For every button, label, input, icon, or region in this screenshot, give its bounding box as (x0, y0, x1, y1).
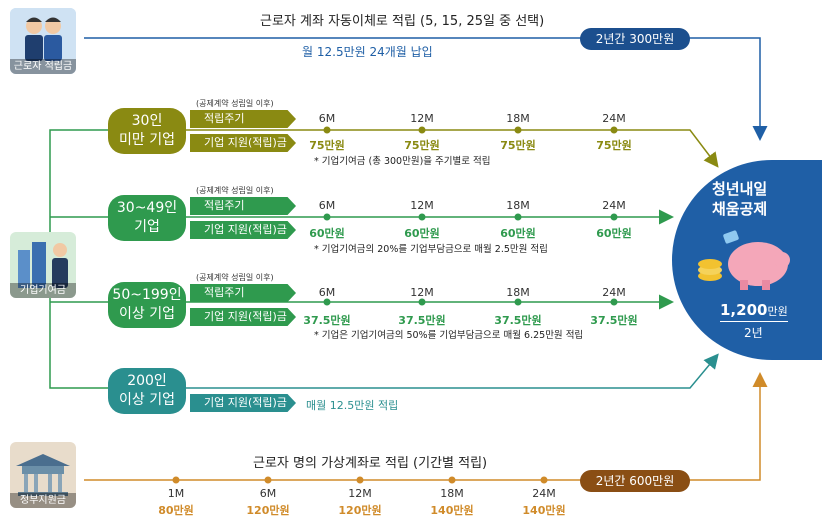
tier3-cycle-band: 적립주기 (190, 284, 296, 302)
tier1-amount: 75만원 (500, 139, 536, 152)
tier2-name: 30~49인 기업 (108, 195, 186, 241)
result-amount-unit: 만원 (767, 305, 788, 318)
tier1-note: * 기업기여금 (총 300만원)을 주기별로 적립 (314, 156, 491, 167)
enterprise-source-label: 기업기여금 (10, 283, 76, 298)
tier3-amount: 37.5만원 (398, 314, 446, 327)
tier2-month: 6M (318, 199, 336, 212)
tier1-support-band: 기업 지원(적립)금 (190, 134, 296, 152)
gov-amount: 140만원 (430, 504, 474, 517)
gov-month: 1M (167, 487, 185, 500)
gov-total-badge: 2년간 600만원 (580, 470, 690, 492)
tier1-cycle-band: 적립주기 (190, 110, 296, 128)
tier2-month: 24M (602, 199, 626, 212)
tier3-month: 6M (318, 286, 336, 299)
tier2-amount: 60만원 (500, 227, 536, 240)
worker-source-label: 근로자 적립금 (10, 59, 76, 74)
result-amount-number: 1,200 (720, 301, 768, 319)
tier2-amount: 60만원 (404, 227, 440, 240)
tier2-amount: 60만원 (309, 227, 345, 240)
tier2-cycle-band: 적립주기 (190, 197, 296, 215)
worker-flow-subtitle: 월 12.5만원 24개월 납입 (302, 45, 433, 59)
tier2-support-band: 기업 지원(적립)금 (190, 221, 296, 239)
tier4-flow-line (180, 353, 719, 389)
result-divider (720, 321, 788, 322)
tier3-amount: 37.5만원 (303, 314, 351, 327)
tier3-note: * 기업은 기업기여금의 50%를 기업부담금으로 매월 6.25만원 적립 (314, 330, 584, 341)
workers-icon (10, 8, 76, 74)
result-title-line1: 청년내일 (712, 180, 768, 198)
government-building-icon (10, 442, 76, 508)
piggy-bank-icon (698, 230, 790, 290)
tier2-amount: 60만원 (596, 227, 632, 240)
gov-amount: 120만원 (338, 504, 382, 517)
tier2-name-text: 30~49인 기업 (116, 200, 178, 235)
tier3-amount: 37.5만원 (590, 314, 638, 327)
tier1-name-text: 30인 미만 기업 (119, 113, 175, 148)
tier2-note: * 기업기여금의 20%를 기업부담금으로 매월 2.5만원 적립 (314, 244, 548, 255)
enterprise-source-image: 기업기여금 (10, 232, 76, 298)
result-title-line2: 채움공제 (712, 200, 768, 218)
tier4-name: 200인 이상 기업 (108, 368, 186, 414)
gov-source-image: 정부지원금 (10, 442, 76, 508)
result-circle: 청년내일 채움공제 1,200만원 2년 (672, 160, 822, 360)
gov-month: 6M (259, 487, 277, 500)
tier3-support-band: 기업 지원(적립)금 (190, 308, 296, 326)
tier1-amount: 75만원 (404, 139, 440, 152)
worker-flow-title: 근로자 계좌 자동이체로 적립 (5, 15, 25일 중 선택) (260, 14, 545, 29)
worker-total-badge: 2년간 300만원 (580, 28, 690, 50)
worker-source-image: 근로자 적립금 (10, 8, 76, 74)
tier4-monthly-text: 매월 12.5만원 적립 (306, 399, 399, 412)
worker-flow-line (84, 37, 768, 141)
gov-month: 18M (440, 487, 464, 500)
tier3-amount: 37.5만원 (494, 314, 542, 327)
gov-month: 12M (348, 487, 372, 500)
tier4-support-band: 기업 지원(적립)금 (190, 394, 296, 412)
building-icon (10, 232, 76, 298)
tier1-month: 6M (318, 112, 336, 125)
gov-flow-line (84, 372, 768, 481)
gov-amount: 80만원 (158, 504, 194, 517)
tier3-month: 12M (410, 286, 434, 299)
gov-source-label: 정부지원금 (10, 493, 76, 508)
result-period: 2년 (744, 326, 763, 340)
tier2-contract-note: (공제계약 성립일 이후) (196, 186, 274, 195)
tier1-month: 18M (506, 112, 530, 125)
tier1-month: 24M (602, 112, 626, 125)
gov-amount: 140만원 (522, 504, 566, 517)
gov-amount: 120만원 (246, 504, 290, 517)
tier3-name-text: 50~199인 이상 기업 (112, 287, 182, 322)
tier1-amount: 75만원 (309, 139, 345, 152)
tier1-flow-line (180, 129, 719, 168)
tier1-amount: 75만원 (596, 139, 632, 152)
tier3-contract-note: (공제계약 성립일 이후) (196, 273, 274, 282)
result-amount: 1,200만원 (720, 300, 788, 319)
tier1-name: 30인 미만 기업 (108, 108, 186, 154)
tier1-contract-note: (공제계약 성립일 이후) (196, 99, 274, 108)
tier3-month: 24M (602, 286, 626, 299)
tier4-name-text: 200인 이상 기업 (119, 373, 175, 408)
tier3-name: 50~199인 이상 기업 (108, 282, 186, 328)
tier1-month: 12M (410, 112, 434, 125)
tier2-month: 12M (410, 199, 434, 212)
gov-flow-title: 근로자 명의 가상계좌로 적립 (기간별 적립) (253, 456, 488, 471)
tier2-month: 18M (506, 199, 530, 212)
tier3-month: 18M (506, 286, 530, 299)
gov-month: 24M (532, 487, 556, 500)
